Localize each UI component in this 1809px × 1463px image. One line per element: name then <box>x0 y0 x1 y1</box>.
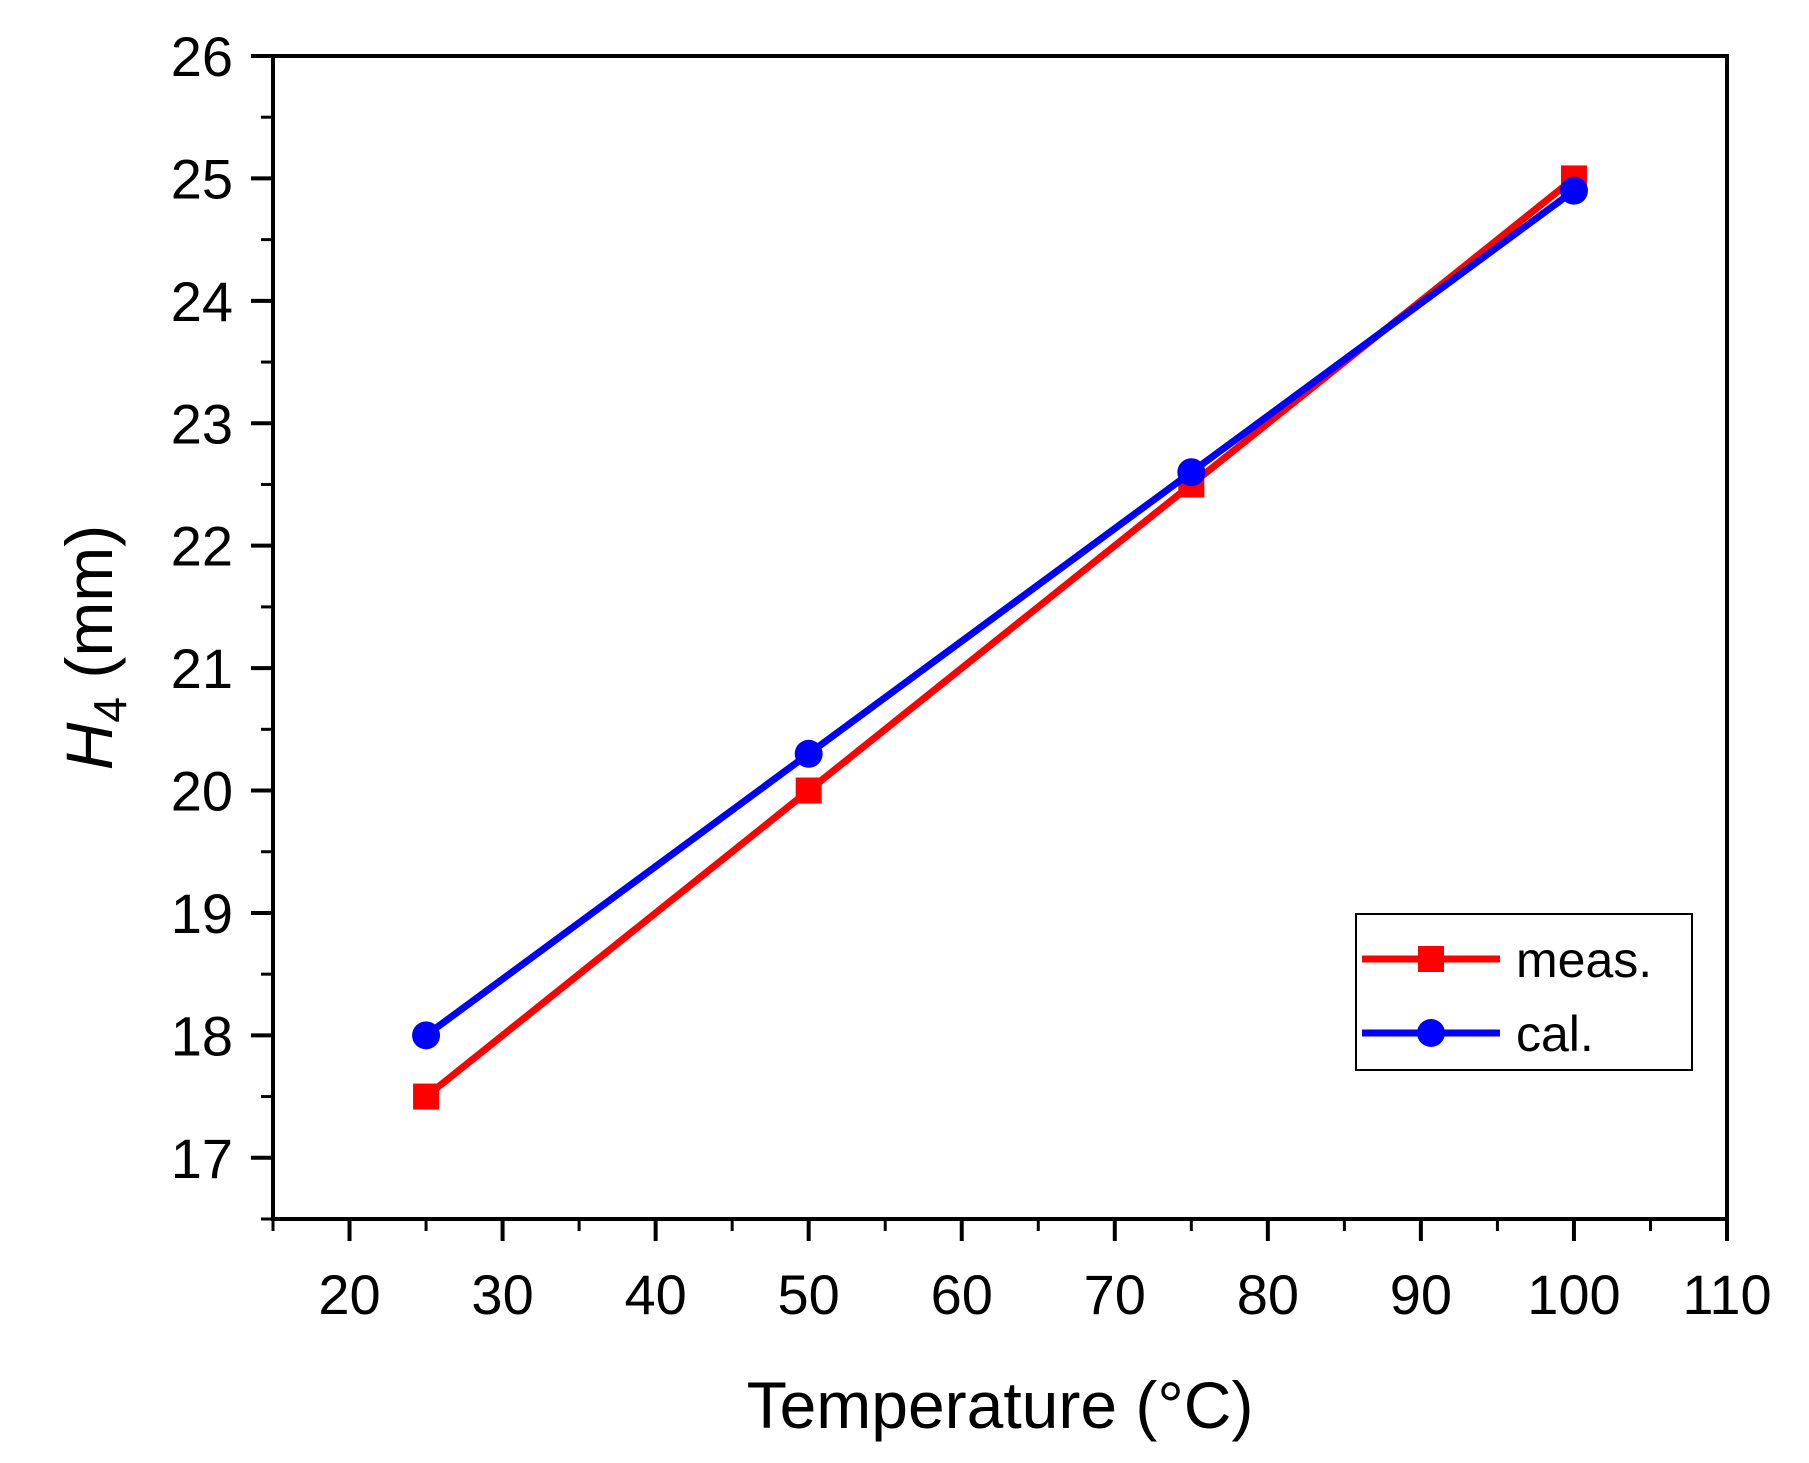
legend-marker <box>1418 946 1444 972</box>
legend-marker <box>1417 1019 1445 1047</box>
y-tick-label: 24 <box>171 270 233 333</box>
x-tick-label: 60 <box>931 1263 993 1326</box>
legend-item: cal. <box>1362 1006 1594 1062</box>
y-tick-label: 18 <box>171 1004 233 1067</box>
y-tick-label: 19 <box>171 882 233 945</box>
y-tick-label: 25 <box>171 147 233 210</box>
series-layer <box>412 165 1588 1110</box>
x-tick-label: 80 <box>1237 1263 1299 1326</box>
data-point <box>413 1083 440 1110</box>
x-tick-label: 40 <box>624 1263 686 1326</box>
y-axis-title-variable: H <box>52 722 126 770</box>
x-axis-title: Temperature (°C) <box>747 1368 1254 1442</box>
series-line <box>423 187 1577 1039</box>
plot-frame <box>271 54 1729 1221</box>
legend: meas. cal. <box>1355 913 1693 1071</box>
x-tick-label: 90 <box>1390 1263 1452 1326</box>
x-tick-label: 70 <box>1084 1263 1146 1326</box>
x-tick-label: 50 <box>778 1263 840 1326</box>
data-point <box>794 739 823 768</box>
legend-label: meas. <box>1516 932 1652 988</box>
x-tick-label: 100 <box>1527 1263 1620 1326</box>
y-axis-title-subscript: 4 <box>84 697 136 723</box>
y-axis-ticks: 17 18 19 20 21 22 23 24 25 26 <box>171 25 273 1221</box>
series-cal <box>412 176 1588 1050</box>
data-point <box>1177 458 1206 487</box>
x-tick-label: 110 <box>1682 1263 1771 1326</box>
legend-box <box>1355 913 1693 1071</box>
x-axis-ticks: 20 30 40 50 60 70 80 90 100 110 <box>271 1219 1772 1326</box>
data-point <box>1559 176 1588 205</box>
y-tick-label: 20 <box>171 760 233 823</box>
legend-label: cal. <box>1516 1006 1594 1062</box>
y-tick-label: 17 <box>171 1127 233 1190</box>
y-tick-label: 26 <box>171 25 233 88</box>
x-tick-label: 30 <box>471 1263 533 1326</box>
x-tick-label: 20 <box>318 1263 380 1326</box>
y-tick-label: 21 <box>171 637 233 700</box>
data-point <box>795 777 822 804</box>
data-point <box>412 1021 441 1050</box>
y-tick-label: 23 <box>171 392 233 455</box>
legend-item: meas. <box>1362 932 1652 988</box>
y-tick-label: 22 <box>171 515 233 578</box>
y-axis-title-unit: (mm) <box>52 525 126 697</box>
y-axis-title: H4 (mm) <box>52 525 136 771</box>
